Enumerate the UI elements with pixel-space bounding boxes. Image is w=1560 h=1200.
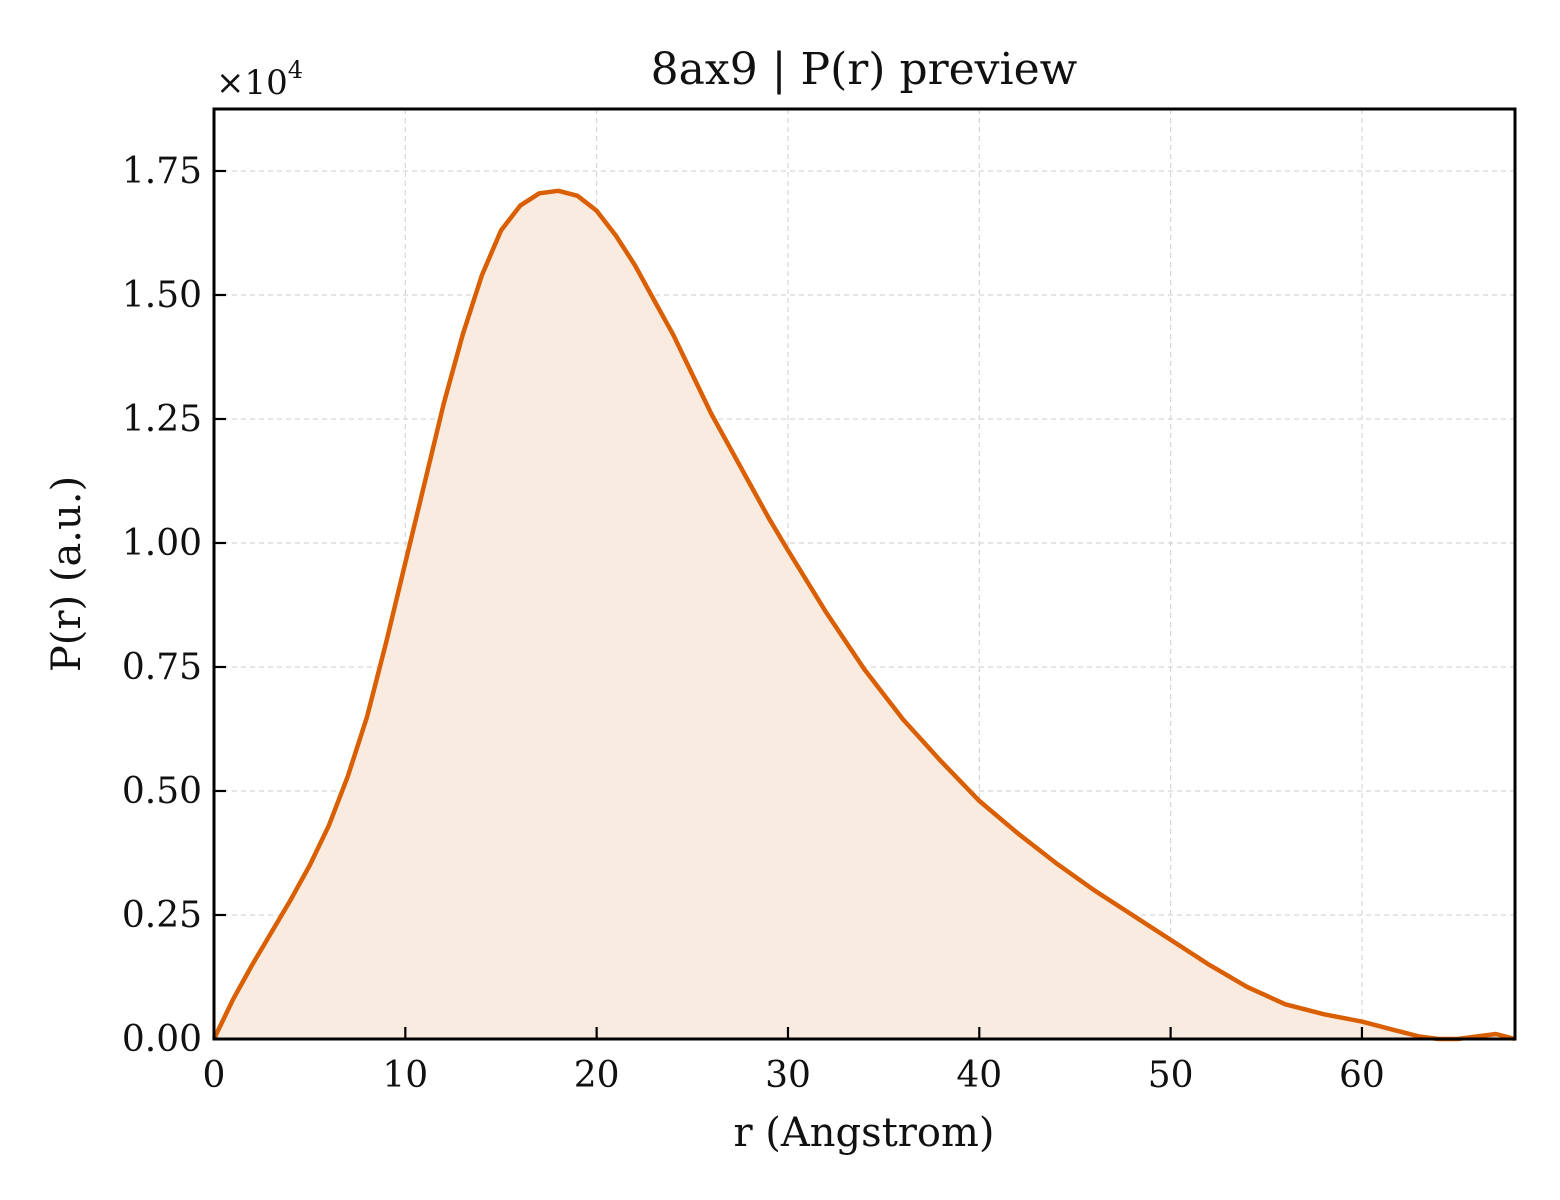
- plot-frame: [212, 107, 1517, 1041]
- x-tick-label: 60: [1339, 1055, 1385, 1096]
- y-tick-label: 0.00: [122, 1019, 202, 1060]
- y-tick-label: 1.25: [122, 399, 202, 440]
- y-axis-label: P(r) (a.u.): [44, 476, 90, 672]
- pr-series-line: [211, 188, 1516, 1042]
- pr-area-fill: [214, 190, 1515, 1040]
- x-axis-label: r (Angstrom): [733, 1110, 994, 1156]
- y-tick-label: 0.75: [122, 647, 202, 688]
- y-multiplier-exponent: 4: [288, 56, 303, 84]
- y-tick-label: 0.50: [122, 771, 202, 812]
- x-tick-label: 50: [1148, 1055, 1194, 1096]
- x-tick-label: 0: [203, 1055, 226, 1096]
- ticks: [212, 169, 1364, 1041]
- x-tick-label: 10: [382, 1055, 428, 1096]
- x-tick-label: 40: [956, 1055, 1002, 1096]
- y-tick-label: 0.25: [122, 895, 202, 936]
- chart-title: 8ax9 | P(r) preview: [651, 44, 1078, 95]
- x-tick-label: 20: [574, 1055, 620, 1096]
- tick-labels: 0 10 20 30 40 50 60 0.00 0.25 0.50 0.75 1.00 1.25 1.5…: [122, 151, 1385, 1096]
- y-tick-label: 1.75: [122, 151, 202, 192]
- y-multiplier-base: ×10: [216, 63, 288, 103]
- y-tick-label: 1.50: [122, 275, 202, 316]
- y-multiplier-label: ×104: [216, 56, 303, 103]
- y-tick-label: 1.00: [122, 523, 202, 564]
- x-tick-label: 30: [765, 1055, 811, 1096]
